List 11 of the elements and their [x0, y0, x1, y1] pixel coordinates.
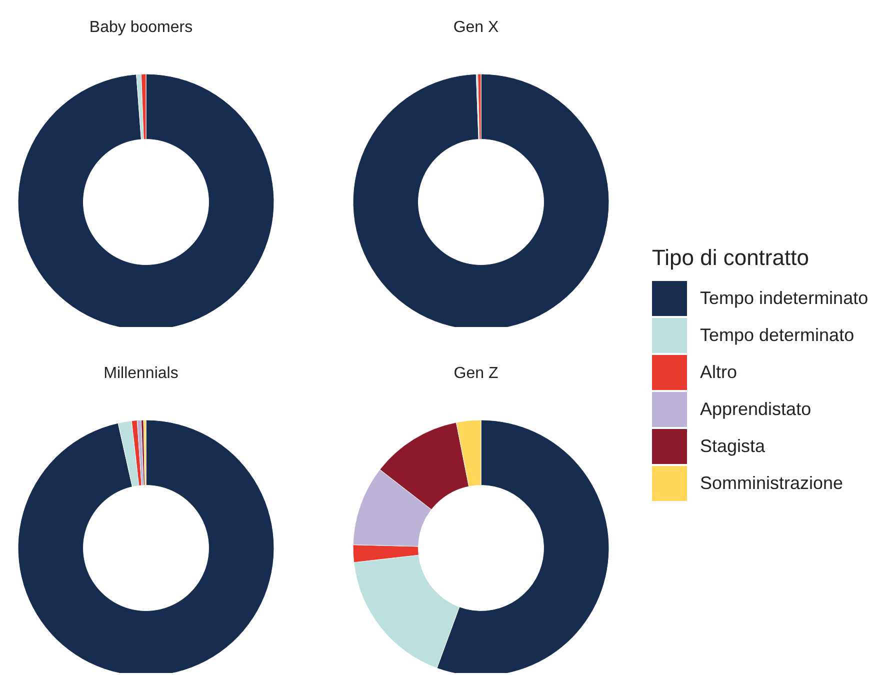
chart-title: Baby boomers: [88, 18, 194, 38]
legend-label: Tempo indeterminato: [700, 288, 868, 309]
legend-label: Somministrazione: [700, 473, 844, 494]
legend-title: Tipo di contratto: [652, 244, 810, 272]
legend-label: Stagista: [700, 436, 766, 457]
text: Gen Z: [452, 364, 500, 384]
chart-title: Gen X: [452, 18, 500, 38]
legend-label: Apprendistato: [700, 399, 812, 420]
chart-title: Millennials: [102, 364, 180, 384]
legend-label: Altro: [700, 362, 738, 383]
legend-label: Tempo determinato: [700, 325, 854, 346]
